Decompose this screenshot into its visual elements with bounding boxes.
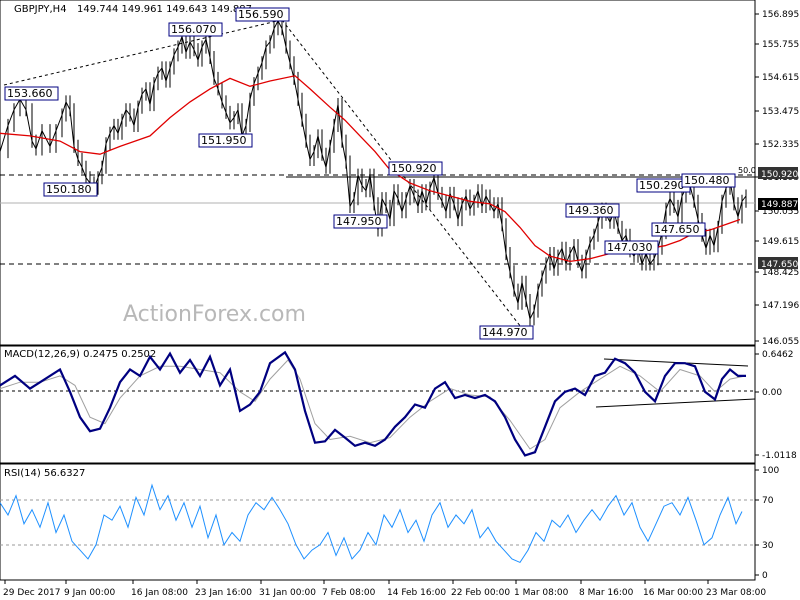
price-annotation: 153.660 [4, 86, 59, 101]
time-tick-label: 23 Jan 16:00 [195, 588, 252, 598]
time-tick-label: 8 Mar 16:00 [579, 588, 634, 598]
svg-text:147.650: 147.650 [654, 223, 700, 236]
rsi-line [0, 483, 743, 564]
watermark: ActionForex.com [123, 302, 306, 327]
svg-text:147.950: 147.950 [336, 215, 382, 228]
price-tick-label: 149.615 [762, 237, 799, 247]
svg-text:151.950: 151.950 [201, 134, 247, 147]
current-price-axis-label [758, 198, 798, 210]
price-tick-label: 146.055 [762, 337, 799, 347]
level-axis-label [758, 257, 798, 269]
time-axis: 29 Dec 2017 9 Jan 00:00 16 Jan 08:00 23 Jan… [3, 580, 766, 598]
price-annotation: 151.950 [198, 133, 253, 148]
symbol-label: GBPJPY,H4 [14, 4, 67, 15]
rsi-tick-label: 100 [762, 466, 779, 476]
price-tick-label: 156.895 [762, 10, 799, 20]
svg-text:149.360: 149.360 [568, 204, 614, 217]
time-tick-label: 16 Mar 00:00 [643, 588, 703, 598]
macd-signal-line [0, 359, 747, 450]
svg-text:147.650: 147.650 [761, 260, 798, 270]
macd-header: MACD(12,26,9) 0.2475 0.2502 [4, 349, 156, 360]
svg-text:150.920: 150.920 [391, 162, 437, 175]
price-tick-label: 152.335 [762, 140, 799, 150]
svg-text:147.030: 147.030 [607, 241, 653, 254]
fib-label: 50.0 [738, 166, 756, 175]
rsi-tick-label: 70 [762, 496, 774, 506]
price-annotation: 156.590 [235, 7, 290, 22]
price-tick-label: 150.055 [762, 207, 799, 217]
price-panel: GBPJPY,H4 149.744 149.961 149.643 149.88… [0, 0, 756, 346]
price-annotation: 147.030 [604, 240, 659, 255]
time-tick-label: 22 Feb 00:00 [451, 588, 510, 598]
svg-text:153.660: 153.660 [7, 87, 53, 100]
time-tick-label: 23 Mar 08:00 [706, 588, 766, 598]
price-annotation: 150.480 [681, 173, 736, 188]
level-axis-label [758, 167, 798, 179]
svg-text:149.887: 149.887 [761, 200, 798, 210]
svg-text:150.180: 150.180 [46, 183, 92, 196]
time-tick-label: 1 Mar 08:00 [514, 588, 569, 598]
price-tick-label: 148.425 [762, 268, 799, 278]
time-tick-label: 16 Jan 08:00 [131, 588, 188, 598]
price-line [0, 19, 747, 321]
rsi-panel: RSI(14) 56.6327 [0, 463, 756, 581]
price-tick-label: 155.755 [762, 40, 799, 50]
svg-text:156.070: 156.070 [171, 23, 217, 36]
macd-tick-label: 0.00 [762, 388, 782, 398]
macd-panel: MACD(12,26,9) 0.2475 0.2502 [0, 345, 756, 464]
price-annotation: 149.360 [565, 203, 620, 218]
svg-text:144.970: 144.970 [482, 326, 528, 339]
svg-text:150.480: 150.480 [684, 174, 730, 187]
svg-text:156.590: 156.590 [238, 8, 284, 21]
price-axis: 156.895155.755154.615153.475152.335151.1… [755, 10, 799, 347]
price-tick-label: 153.475 [762, 107, 799, 117]
macd-tick-label: 0.6462 [762, 350, 794, 360]
macd-line [0, 350, 746, 457]
price-annotation: 156.070 [168, 22, 223, 37]
rsi-tick-label: 0 [762, 571, 768, 581]
rsi-header: RSI(14) 56.6327 [4, 468, 85, 479]
time-tick-label: 14 Feb 16:00 [387, 588, 446, 598]
down-trendline [281, 19, 529, 337]
price-tick-label: 154.615 [762, 73, 799, 83]
macd-tick-label: -1.0118 [762, 451, 797, 461]
price-annotation: 150.180 [43, 182, 98, 197]
svg-text:150.920: 150.920 [761, 170, 798, 180]
time-tick-label: 31 Jan 00:00 [259, 588, 316, 598]
ohlc-label: 149.744 149.961 149.643 149.887 [77, 4, 252, 15]
svg-text:150.290: 150.290 [639, 179, 685, 192]
time-tick-label: 29 Dec 2017 [3, 588, 61, 598]
upper-trendline [3, 17, 291, 86]
macd-axis: 0.6462 0.00 -1.0118 [755, 350, 797, 461]
price-annotation: 147.650 [651, 222, 706, 237]
rsi-tick-label: 30 [762, 541, 774, 551]
price-annotation: 147.950 [333, 214, 388, 229]
price-tick-label: 147.196 [762, 301, 799, 311]
price-annotation: 144.970 [479, 325, 534, 340]
time-tick-label: 7 Feb 08:00 [322, 588, 376, 598]
macd-lower-line [595, 398, 756, 408]
rsi-axis: 100 70 30 0 [755, 466, 779, 581]
time-tick-label: 9 Jan 00:00 [64, 588, 116, 598]
price-annotation: 150.920 [388, 161, 443, 176]
